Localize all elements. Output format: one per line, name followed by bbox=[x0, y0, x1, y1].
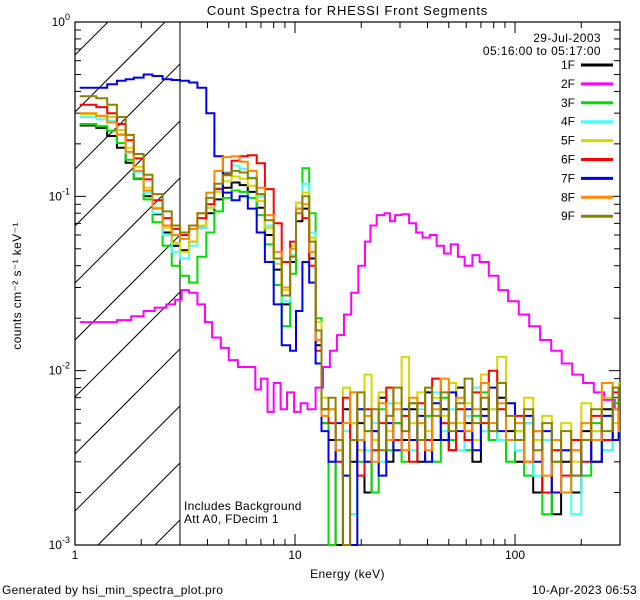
legend-item-8f: 8F bbox=[561, 190, 613, 204]
legend-item-7f: 7F bbox=[561, 171, 613, 185]
legend-label: 7F bbox=[561, 171, 575, 185]
footer-timestamp: 10-Apr-2023 06:53 bbox=[531, 583, 637, 597]
series-2f bbox=[79, 212, 620, 413]
annotation-attenuator: Att A0, FDecim 1 bbox=[184, 512, 279, 526]
x-axis-label: Energy (keV) bbox=[310, 567, 385, 581]
legend-label: 5F bbox=[561, 134, 575, 148]
legend-label: 9F bbox=[561, 209, 575, 223]
time-range-label: 05:16:00 to 05:17:00 bbox=[482, 44, 601, 58]
legend-item-4f: 4F bbox=[561, 115, 613, 129]
y-tick-label: 10-1 bbox=[49, 186, 70, 203]
tick-labels: 1 10 100 100 10-1 10-2 10-3 bbox=[49, 12, 526, 562]
axis-ticks bbox=[75, 21, 620, 546]
legend-item-5f: 5F bbox=[561, 134, 613, 148]
legend: 1F 2F 3F 4F 5F 6F 7F 8F 9F bbox=[561, 58, 613, 223]
chart-title: Count Spectra for RHESSI Front Segments bbox=[206, 3, 489, 18]
series-6f bbox=[79, 103, 620, 494]
legend-item-9f: 9F bbox=[561, 209, 613, 223]
x-tick-label: 1 bbox=[72, 548, 79, 562]
hatch-region bbox=[74, 21, 181, 546]
y-axis-label: counts cm⁻² s⁻¹ keV⁻¹ bbox=[10, 222, 24, 350]
legend-label: 8F bbox=[561, 190, 575, 204]
annotation-includes-background: Includes Background bbox=[184, 499, 302, 513]
legend-item-1f: 1F bbox=[561, 58, 613, 72]
date-label: 29-Jul-2003 bbox=[533, 31, 601, 45]
footer-generated-by: Generated by hsi_min_spectra_plot.pro bbox=[2, 583, 224, 597]
y-tick-label: 10-2 bbox=[49, 361, 70, 378]
x-tick-label: 10 bbox=[288, 548, 302, 562]
legend-item-6f: 6F bbox=[561, 153, 613, 167]
series-9f bbox=[79, 95, 620, 546]
plot-frame bbox=[74, 21, 621, 546]
legend-label: 2F bbox=[561, 77, 575, 91]
legend-item-2f: 2F bbox=[561, 77, 613, 91]
legend-label: 3F bbox=[561, 96, 575, 110]
legend-label: 6F bbox=[561, 153, 575, 167]
legend-label: 1F bbox=[561, 58, 575, 72]
legend-item-3f: 3F bbox=[561, 96, 613, 110]
x-tick-label: 100 bbox=[505, 548, 525, 562]
plot-annotations: Includes Background Att A0, FDecim 1 bbox=[184, 500, 302, 526]
y-tick-label: 10-3 bbox=[49, 535, 70, 552]
legend-label: 4F bbox=[561, 115, 575, 129]
y-tick-label: 100 bbox=[52, 12, 70, 29]
observation-datetime: 29-Jul-2003 05:16:00 to 05:17:00 bbox=[483, 32, 601, 58]
